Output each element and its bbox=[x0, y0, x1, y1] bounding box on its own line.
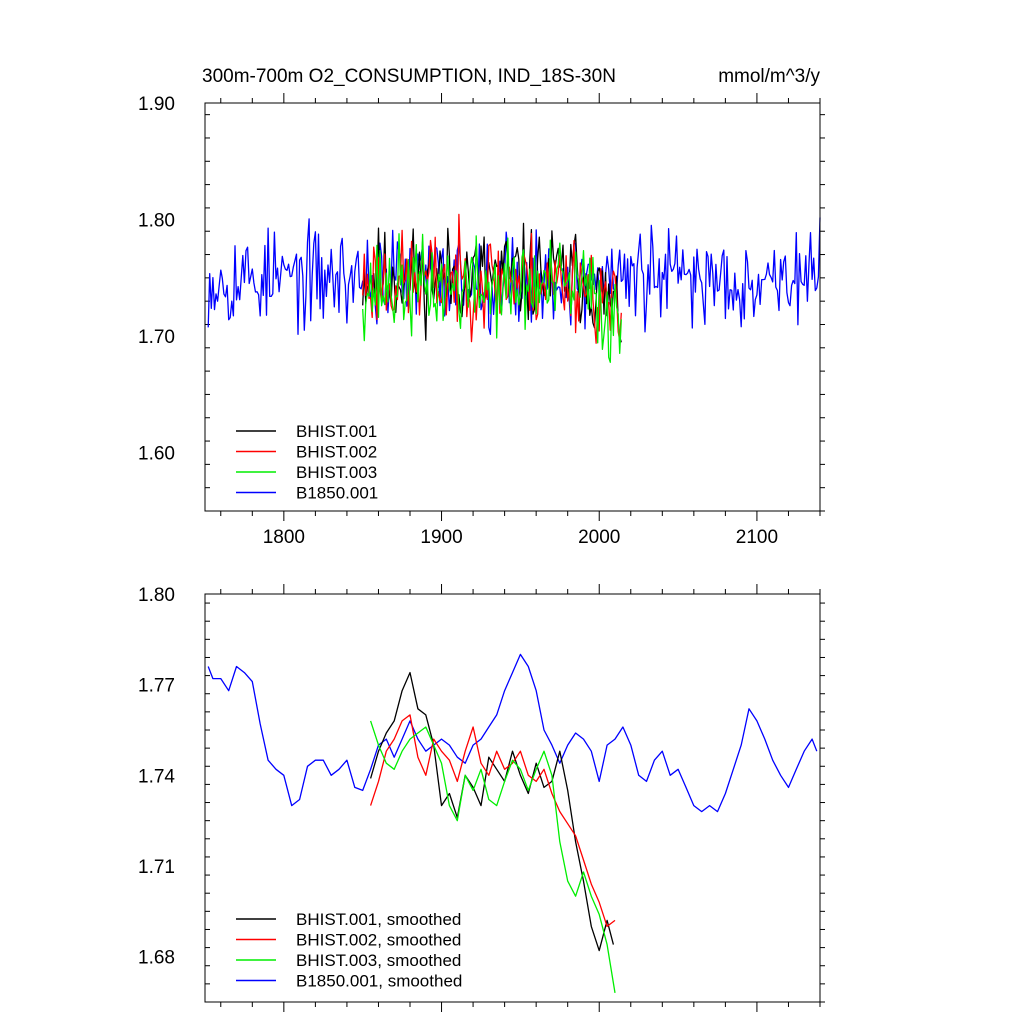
top-y-tick-label: 1.90 bbox=[138, 94, 175, 115]
top-y-tick-label: 1.70 bbox=[138, 327, 175, 348]
bottom-axes: 1.68 1.71 1.74 1.77 1.80 bbox=[138, 584, 825, 1012]
bottom-series-bhist-001-smoothed bbox=[369, 671, 615, 952]
top-y-tick-label: 1.60 bbox=[138, 444, 175, 465]
bottom-series-bhist-002-smoothed bbox=[369, 714, 616, 928]
bottom-series-bhist-003-smoothed bbox=[369, 720, 616, 994]
bottom-plot-frame bbox=[204, 593, 821, 1003]
top-series-group bbox=[207, 213, 821, 363]
bottom-legend: BHIST.001, smoothed BHIST.002, smoothedBH… bbox=[236, 910, 462, 991]
bottom-panel: 1.68 1.71 1.74 1.77 1.80 BHIST.001, smoothed… bbox=[138, 584, 825, 1012]
top-legend-label: BHIST.003 bbox=[296, 463, 377, 482]
top-x-tick-label: 2100 bbox=[736, 527, 778, 548]
top-x-tick-label: 2000 bbox=[578, 527, 620, 548]
top-plot-frame bbox=[204, 102, 821, 512]
top-legend-label: BHIST.002 bbox=[296, 443, 377, 462]
top-series-bhist-003 bbox=[362, 233, 622, 363]
bottom-legend-label: BHIST.002, smoothed bbox=[296, 931, 461, 950]
top-y-tick-label: 1.80 bbox=[138, 211, 175, 232]
bottom-y-tick-label: 1.80 bbox=[138, 585, 175, 606]
chart-units: mmol/m^3/y bbox=[718, 66, 820, 87]
bottom-y-tick-label: 1.74 bbox=[138, 766, 175, 787]
chart-title: 300m-700m O2_CONSUMPTION, IND_18S-30N bbox=[202, 66, 616, 87]
bottom-legend-label: BHIST.001, smoothed bbox=[296, 910, 461, 929]
bottom-legend-label: B1850.001, smoothed bbox=[296, 972, 462, 991]
bottom-series-b1850-001-smoothed bbox=[207, 653, 818, 813]
top-series-b1850-001 bbox=[207, 217, 821, 336]
top-legend-label: B1850.001 bbox=[296, 484, 378, 503]
bottom-y-tick-label: 1.71 bbox=[138, 857, 175, 878]
top-series-bhist-002 bbox=[362, 213, 622, 344]
top-x-tick-label: 1800 bbox=[263, 527, 305, 548]
top-axes: 1800 1900 2000 2100 1.60 1.70 1.80 1.90 bbox=[138, 93, 825, 548]
bottom-legend-label: BHIST.003, smoothed bbox=[296, 951, 461, 970]
top-x-tick-label: 1900 bbox=[420, 527, 462, 548]
top-legend-label: BHIST.001 bbox=[296, 422, 377, 441]
bottom-y-tick-label: 1.77 bbox=[138, 676, 175, 697]
bottom-series-group bbox=[207, 653, 818, 994]
top-panel: 300m-700m O2_CONSUMPTION, IND_18S-30N mm… bbox=[138, 66, 825, 548]
bottom-y-tick-label: 1.68 bbox=[138, 948, 175, 969]
